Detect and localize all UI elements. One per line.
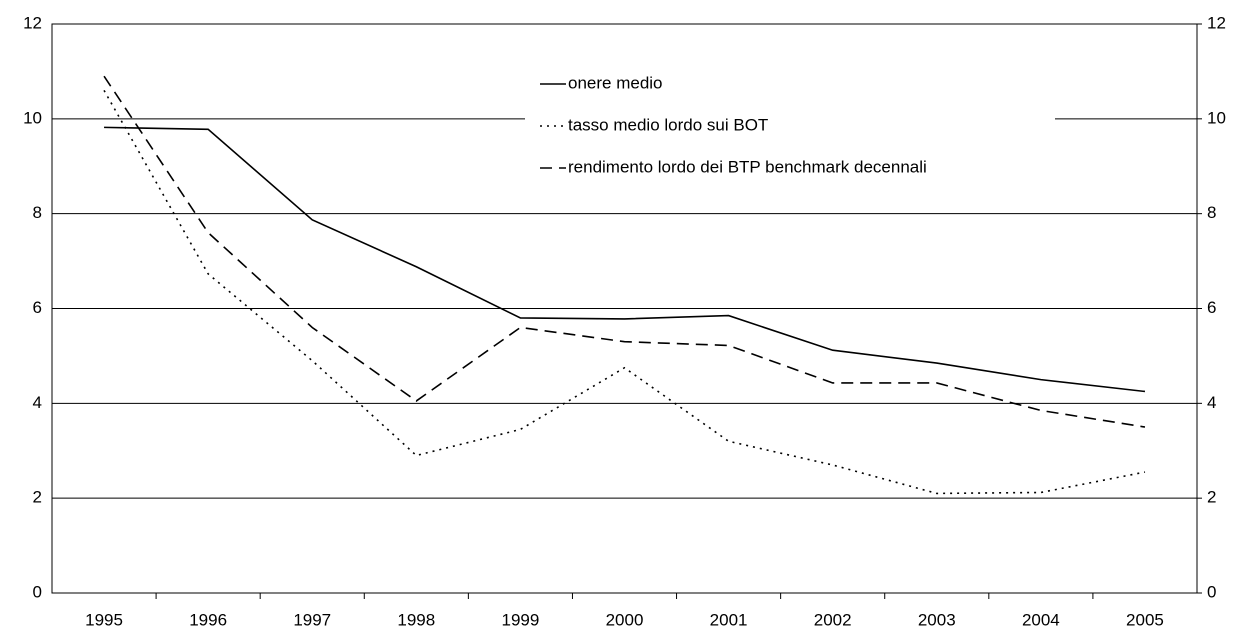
y-tick-label: 10 bbox=[23, 108, 42, 127]
legend-label: tasso medio lordo sui BOT bbox=[568, 115, 768, 134]
y-tick-label: 4 bbox=[33, 393, 42, 412]
y2-tick-label: 4 bbox=[1207, 393, 1216, 412]
y2-tick-label: 10 bbox=[1207, 108, 1226, 127]
x-tick-label: 2002 bbox=[814, 610, 852, 629]
x-tick-label: 1995 bbox=[85, 610, 123, 629]
x-tick-label: 1998 bbox=[397, 610, 435, 629]
x-tick-label: 2004 bbox=[1022, 610, 1060, 629]
x-tick-label: 2000 bbox=[606, 610, 644, 629]
y2-tick-label: 0 bbox=[1207, 582, 1216, 601]
series-line bbox=[103, 75, 1146, 428]
y2-tick-label: 12 bbox=[1207, 13, 1226, 32]
x-tick-label: 2003 bbox=[918, 610, 956, 629]
series-line bbox=[103, 89, 1146, 495]
y-tick-label: 6 bbox=[33, 298, 42, 317]
y-tick-label: 2 bbox=[33, 488, 42, 507]
x-tick-label: 1997 bbox=[293, 610, 331, 629]
y2-tick-label: 8 bbox=[1207, 203, 1216, 222]
x-tick-label: 1996 bbox=[189, 610, 227, 629]
series-line bbox=[104, 126, 1146, 393]
x-tick-label: 2001 bbox=[710, 610, 748, 629]
legend-label: onere medio bbox=[568, 73, 663, 92]
plot-border bbox=[51, 23, 1198, 594]
x-tick-label: 1999 bbox=[501, 610, 539, 629]
y-tick-label: 0 bbox=[33, 582, 42, 601]
y2-tick-label: 2 bbox=[1207, 488, 1216, 507]
x-tick-label: 2005 bbox=[1126, 610, 1164, 629]
legend-label: rendimento lordo dei BTP benchmark decen… bbox=[568, 157, 927, 176]
y-tick-label: 8 bbox=[33, 203, 42, 222]
y-tick-label: 12 bbox=[23, 13, 42, 32]
y2-tick-label: 6 bbox=[1207, 298, 1216, 317]
legend-box bbox=[525, 66, 1055, 184]
